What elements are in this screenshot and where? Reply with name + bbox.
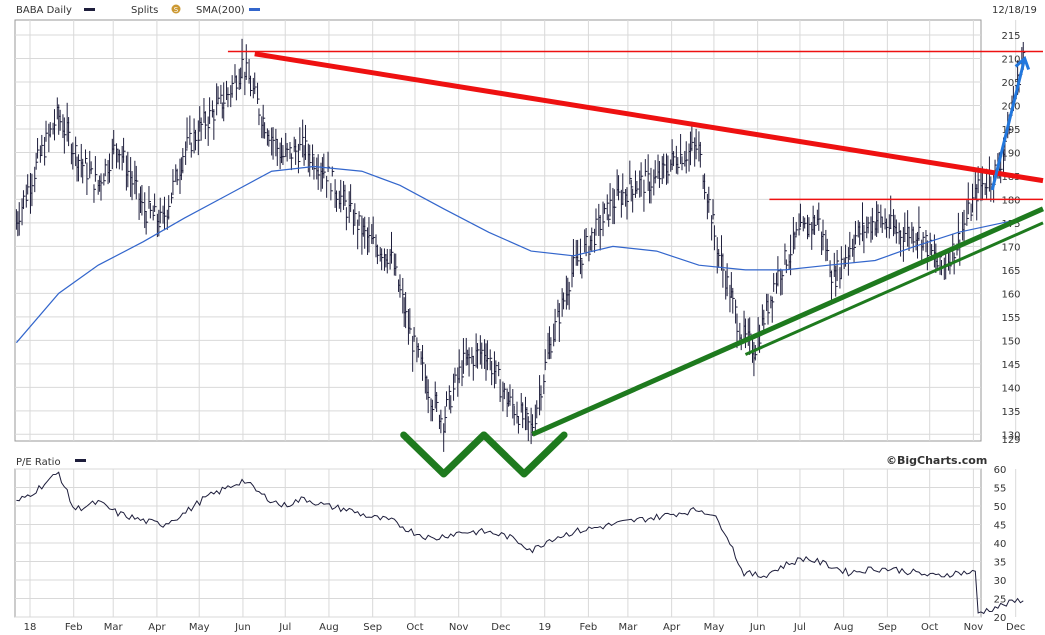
pe-grid <box>15 468 1017 618</box>
x-tick-label: Oct <box>921 622 938 633</box>
x-tick-label: Dec <box>1006 622 1025 633</box>
sma-legend-swatch <box>249 8 260 11</box>
downtrend-line <box>254 51 1044 184</box>
bottom-check-mark <box>400 431 488 478</box>
pe-tick-label: 50 <box>994 502 1007 513</box>
uptrend-line-secondary <box>744 221 1044 356</box>
up-arrow-shaft <box>990 58 1027 191</box>
price-tick-label: 210 <box>1001 54 1020 65</box>
pe-tick-label: 55 <box>994 484 1007 495</box>
price-tick-label: 130 <box>1001 430 1020 441</box>
x-tick-label: Feb <box>580 622 598 633</box>
x-tick-label: Mar <box>618 622 638 633</box>
up-arrow-head <box>1014 55 1031 71</box>
x-tick-label: Mar <box>104 622 124 633</box>
price-plot-area <box>14 19 982 442</box>
sma-label: SMA(200) <box>196 5 245 16</box>
uptrend-line <box>531 206 1045 437</box>
symbol-label: BABA Daily <box>16 5 72 16</box>
price-tick-label: 170 <box>1001 242 1020 253</box>
price-tick-label: 205 <box>1001 78 1020 89</box>
price-tick-label: 160 <box>1001 289 1020 300</box>
x-tick-label: Nov <box>449 622 469 633</box>
x-tick-label: Feb <box>65 622 83 633</box>
splits-marker: S <box>174 6 179 14</box>
pe-axis: 20 25 30 35 40 45 50 55 60 <box>994 465 1007 624</box>
brand-label: ©BigCharts.com <box>886 454 987 467</box>
price-tick-label: 140 <box>1001 383 1020 394</box>
price-tick-label: 200 <box>1001 101 1020 112</box>
splits-icon <box>171 4 181 14</box>
price-tick-label: 180 <box>1001 195 1020 206</box>
price-lines <box>15 165 1025 344</box>
x-tick-label: Jul <box>793 622 806 633</box>
x-tick-label: Jun <box>749 622 766 633</box>
x-tick-label: Dec <box>491 622 510 633</box>
price-tick-label: 165 <box>1001 266 1020 277</box>
x-tick-label: Aug <box>319 622 339 633</box>
price-tick-label: 190 <box>1001 148 1020 159</box>
pe-lines <box>16 471 1024 615</box>
pe-tick-label: 35 <box>994 558 1007 569</box>
x-tick-label: May <box>189 622 210 633</box>
price-tick-label: 145 <box>1001 360 1020 371</box>
x-tick-label: 19 <box>538 622 551 633</box>
x-tick-label: Oct <box>406 622 423 633</box>
price-tick-label: 135 <box>1001 407 1020 418</box>
pe-panel: 20 25 30 35 40 45 50 55 60 <box>14 465 1024 624</box>
date-label: 12/18/19 <box>992 5 1037 16</box>
x-tick-label: Jun <box>234 622 251 633</box>
pe-tick-label: 30 <box>994 576 1007 587</box>
splits-label: Splits <box>131 5 158 16</box>
x-tick-label: Sep <box>363 622 382 633</box>
pe-line <box>16 471 1024 615</box>
sma-line <box>15 165 1025 344</box>
price-tick-label: 195 <box>1001 125 1020 136</box>
pe-tick-label: 45 <box>994 521 1007 532</box>
price-grid <box>15 20 1017 441</box>
price-tick-label: 155 <box>1001 313 1020 324</box>
x-tick-label: Aug <box>834 622 854 633</box>
pe-legend-swatch <box>75 459 86 462</box>
price-bars <box>15 38 1026 452</box>
pe-tick-label: 20 <box>994 613 1007 624</box>
x-tick-label: Jul <box>278 622 291 633</box>
price-tick-label: 150 <box>1001 336 1020 347</box>
pe-tick-label: 40 <box>994 539 1007 550</box>
pe-label: P/E Ratio <box>16 457 61 468</box>
price-tick-label: 129 <box>1001 435 1020 446</box>
price-tick-label: 215 <box>1001 31 1020 42</box>
x-tick-label: 18 <box>24 622 37 633</box>
price-legend-swatch <box>84 8 95 11</box>
pe-tick-label: 25 <box>994 595 1007 606</box>
trend-annotations <box>227 50 1045 478</box>
bottom-check-mark <box>480 431 568 478</box>
x-tick-label: Sep <box>878 622 897 633</box>
x-tick-label: May <box>704 622 725 633</box>
x-tick-label: Apr <box>148 622 166 633</box>
x-axis: 18 Feb Mar Apr May Jun Jul Aug Sep Oct Nov Dec 19 Feb… <box>24 622 1026 633</box>
x-tick-label: Nov <box>964 622 984 633</box>
price-panel: 1291301351401451501551601651701751801851… <box>14 19 1026 452</box>
pe-tick-label: 60 <box>994 465 1007 476</box>
x-tick-label: Apr <box>663 622 681 633</box>
